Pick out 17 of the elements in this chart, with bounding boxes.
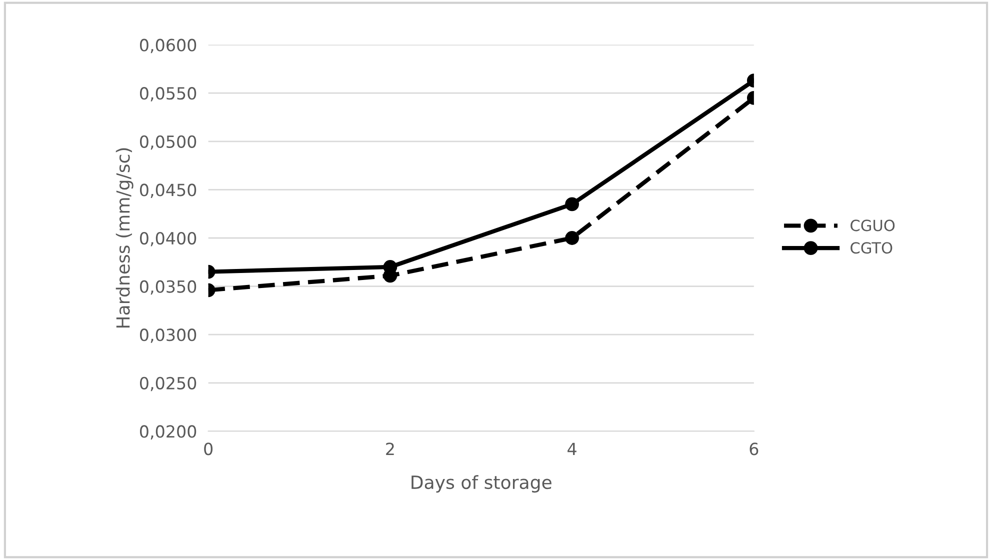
x-tick-label: 6 (750, 442, 758, 456)
y-tick-label: 0,0250 (140, 376, 196, 392)
x-axis-title: Days of storage (412, 475, 552, 493)
legend-label: CGUO (850, 220, 895, 232)
y-tick-label: 0,0200 (140, 425, 196, 440)
y-axis-title: Hardness (mm/g/sc) (116, 148, 134, 328)
y-tick-label: 0,0350 (140, 280, 196, 295)
y-tick-label: 0,0400 (140, 232, 196, 246)
y-tick-label: 0,0550 (140, 87, 196, 102)
y-tick-label: 0,0600 (140, 38, 196, 54)
x-tick-label: 2 (386, 442, 394, 455)
y-tick-label: 0,0500 (140, 135, 196, 150)
x-tick-label: 4 (568, 442, 576, 455)
legend-label: CGTO (850, 242, 892, 254)
y-tick-label: 0,0300 (140, 328, 196, 343)
x-tick-label: 0 (204, 442, 213, 456)
y-tick-label: 0,0450 (140, 184, 196, 198)
